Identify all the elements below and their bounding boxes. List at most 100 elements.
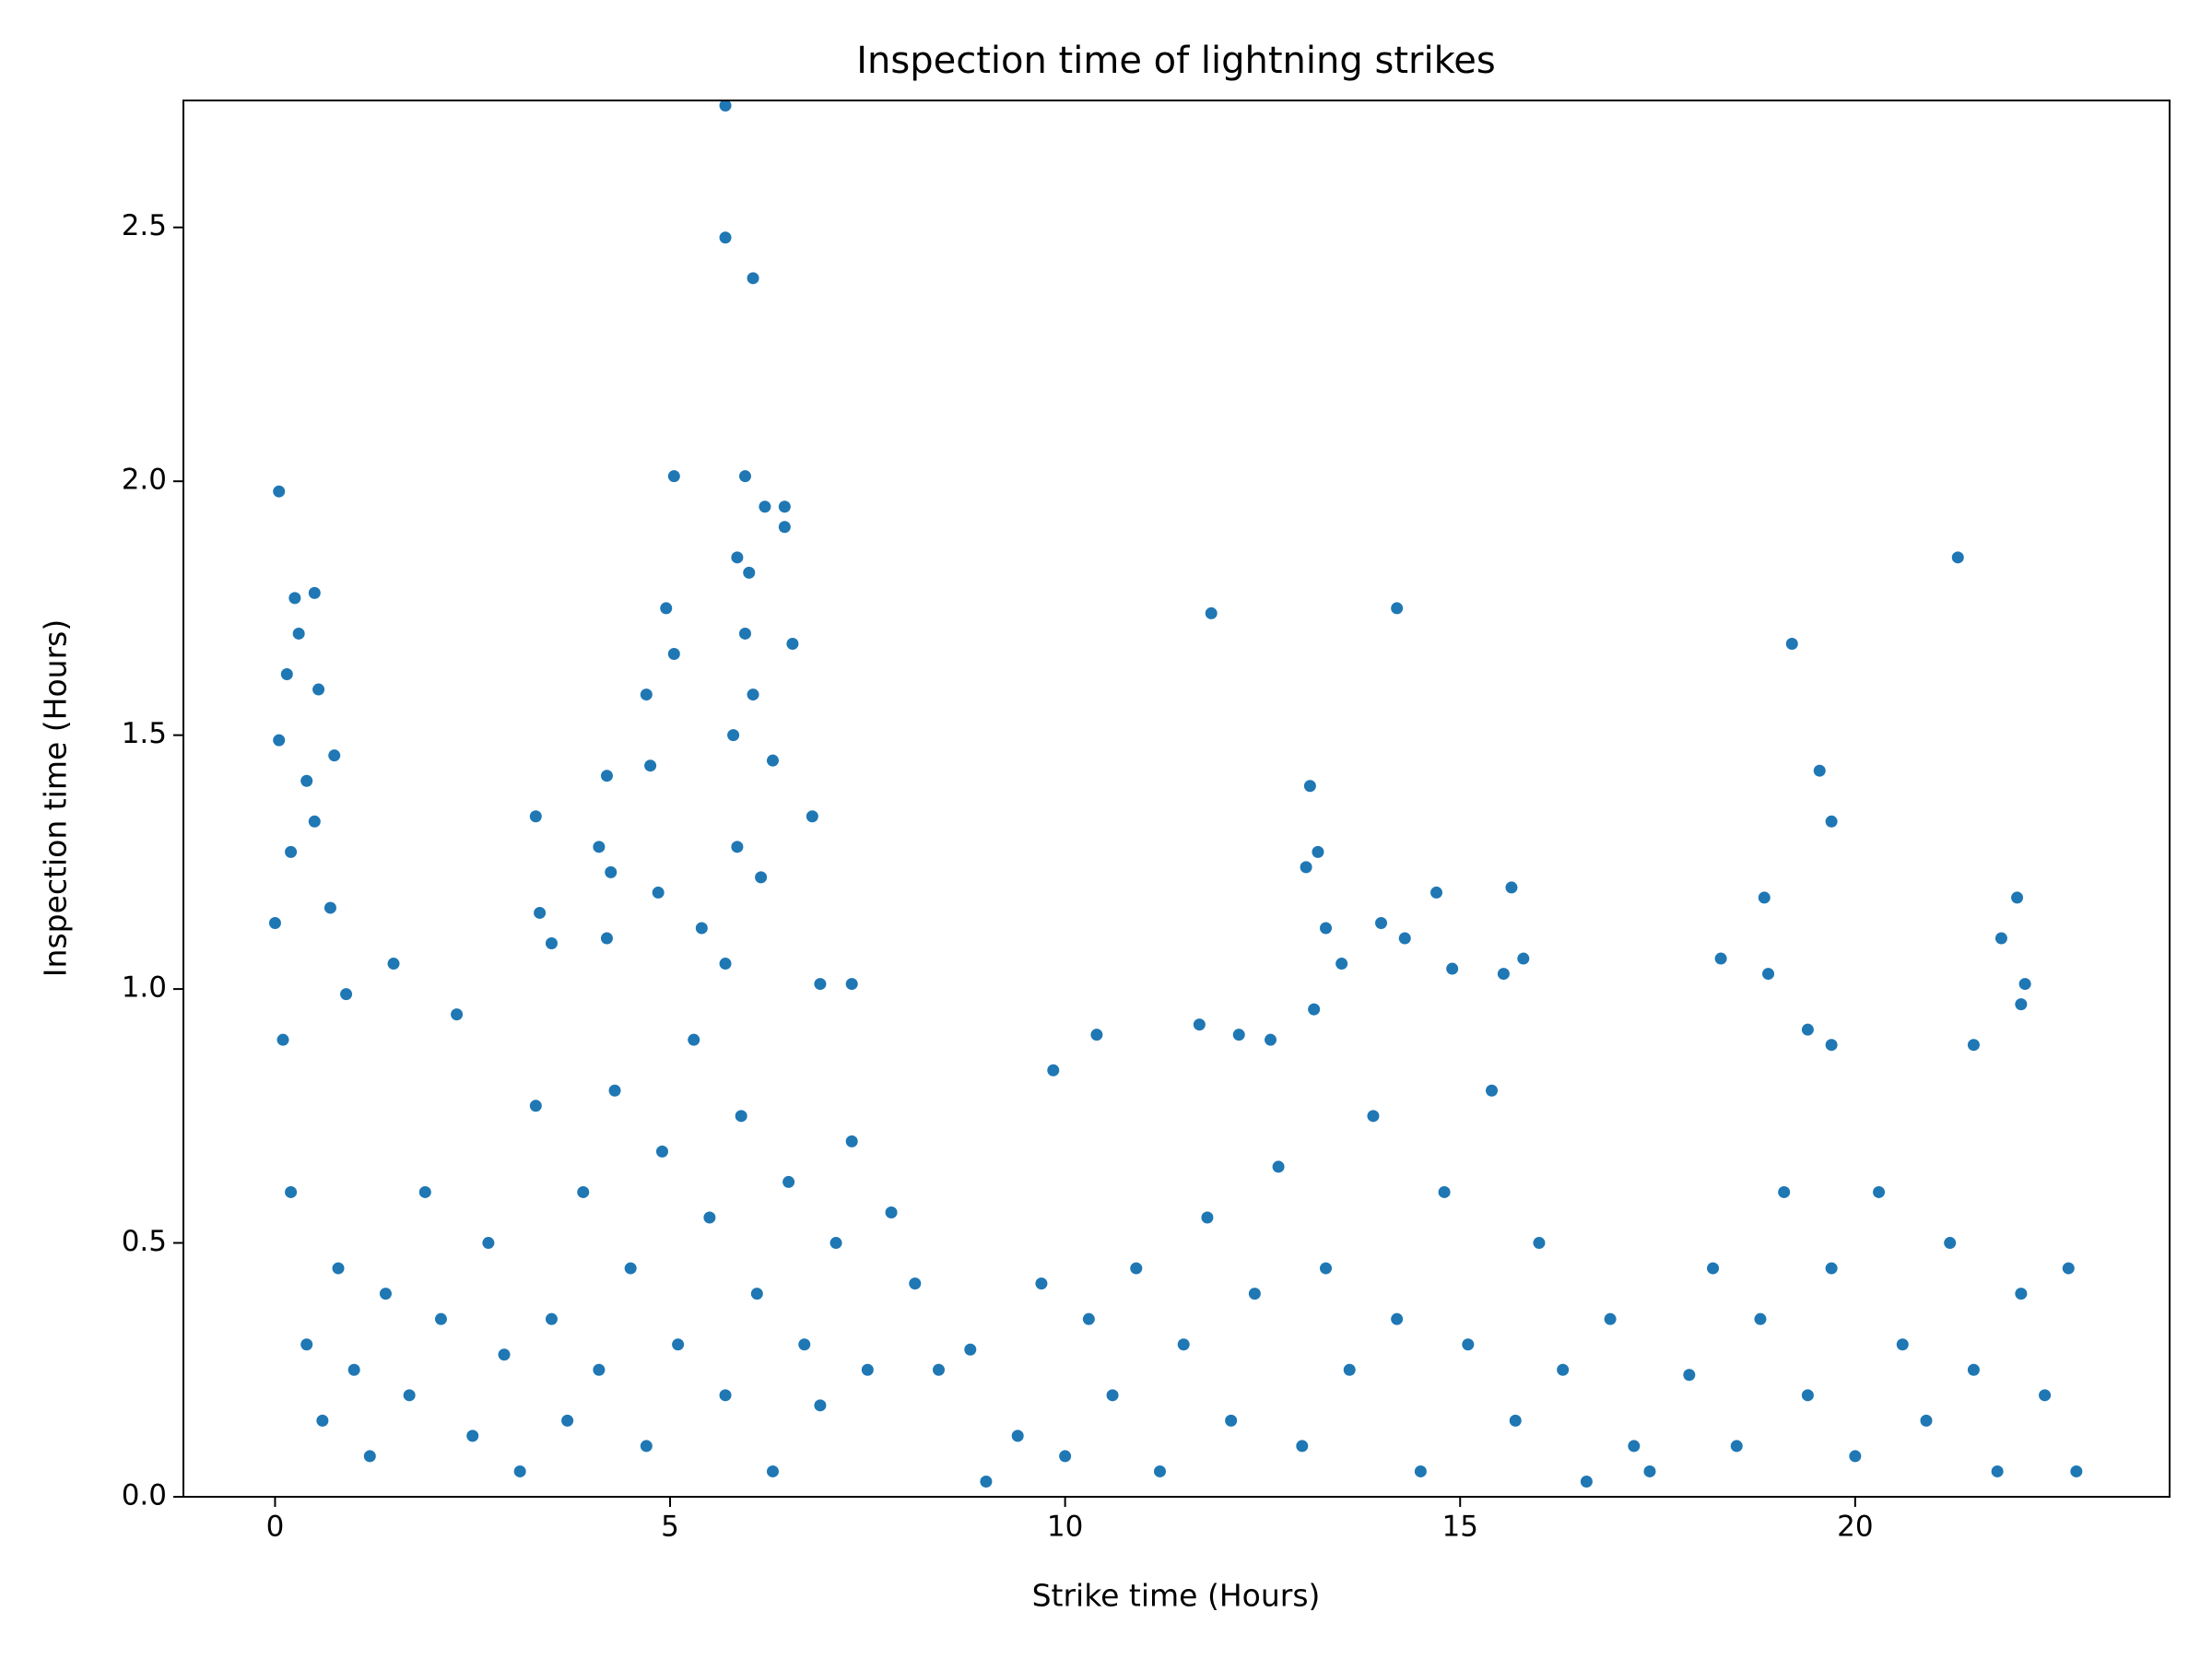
points — [268, 100, 2083, 1488]
scatter-point — [1714, 952, 1727, 965]
scatter-point — [379, 1288, 392, 1300]
scatter-point — [1308, 1003, 1321, 1016]
x-tick-label: 5 — [661, 1511, 679, 1544]
scatter-point — [316, 1414, 329, 1427]
y-tick-label: 2.0 — [122, 464, 167, 497]
chart-title: Inspection time of lightning strikes — [856, 40, 1496, 82]
scatter-point — [786, 637, 799, 650]
scatter-point — [1047, 1064, 1060, 1077]
scatter-point — [667, 470, 680, 483]
scatter-point — [1414, 1465, 1427, 1477]
scatter-point — [1505, 881, 1518, 894]
scatter-point — [1944, 1237, 1957, 1250]
scatter-point — [1754, 1312, 1767, 1325]
scatter-point — [2018, 978, 2031, 991]
scatter-point — [1391, 1312, 1404, 1325]
scatter-point — [312, 683, 325, 696]
scatter-point — [1343, 1363, 1356, 1376]
scatter-point — [1683, 1369, 1696, 1382]
scatter-point — [759, 500, 771, 513]
scatter-point — [1533, 1237, 1546, 1250]
scatter-point — [1497, 968, 1510, 981]
scatter-point — [1486, 1084, 1499, 1097]
scatter-point — [1628, 1440, 1641, 1453]
scatter-point — [814, 1399, 827, 1412]
scatter-point — [268, 916, 281, 929]
scatter-point — [640, 1440, 653, 1453]
scatter-point — [1896, 1338, 1909, 1351]
scatter-point — [529, 1100, 542, 1112]
scatter-point — [766, 1465, 779, 1477]
scatter-point — [660, 602, 673, 615]
x-tick-label: 20 — [1837, 1511, 1873, 1544]
x-tick-label: 15 — [1442, 1511, 1478, 1544]
scatter-point — [727, 729, 740, 742]
scatter-point — [513, 1465, 526, 1477]
y-tick-label: 2.5 — [122, 209, 167, 242]
scatter-point — [747, 272, 759, 285]
y-tick-label: 1.5 — [122, 717, 167, 750]
scatter-point — [418, 1185, 431, 1198]
scatter-point — [1707, 1262, 1720, 1275]
scatter-point — [1604, 1312, 1617, 1325]
scatter-point — [2015, 998, 2028, 1011]
scatter-point — [2011, 891, 2024, 904]
scatter-point — [347, 1363, 360, 1376]
scatter-point — [2062, 1262, 2075, 1275]
scatter-point — [747, 688, 759, 701]
scatter-point — [300, 1338, 313, 1351]
scatter-point — [1193, 1018, 1206, 1031]
scatter-point — [735, 1110, 747, 1123]
scatter-point — [624, 1262, 637, 1275]
scatter-point — [1320, 1262, 1333, 1275]
scatter-point — [1967, 1363, 1980, 1376]
scatter-point — [1059, 1450, 1072, 1463]
scatter-point — [719, 1389, 732, 1402]
scatter-point — [640, 688, 653, 701]
scatter-point — [280, 668, 293, 681]
scatter-point — [845, 978, 858, 991]
scatter-point — [667, 647, 680, 660]
scatter-point — [561, 1414, 574, 1427]
scatter-point — [1300, 861, 1312, 874]
scatter-point — [273, 485, 286, 498]
scatter-point — [273, 734, 286, 747]
scatter-point — [830, 1237, 842, 1250]
scatter-point — [1438, 1185, 1451, 1198]
scatter-point — [731, 841, 744, 853]
scatter-point — [1873, 1185, 1886, 1198]
scatter-point — [655, 1145, 668, 1158]
y-axis-label: Inspection time (Hours) — [38, 619, 74, 977]
scatter-point — [1130, 1262, 1143, 1275]
scatter-point — [1035, 1277, 1048, 1290]
scatter-point — [885, 1206, 898, 1218]
scatter-point — [1813, 764, 1826, 777]
scatter-point — [332, 1262, 345, 1275]
scatter-point — [363, 1450, 376, 1463]
scatter-point — [1967, 1039, 1980, 1052]
scatter-point — [324, 901, 336, 914]
scatter-point — [861, 1363, 874, 1376]
scatter-point — [731, 551, 744, 564]
y-tick-label: 0.0 — [122, 1479, 167, 1512]
scatter-point — [1801, 1389, 1814, 1402]
scatter-point — [545, 937, 558, 950]
scatter-point — [1951, 551, 1964, 564]
scatter-point — [593, 1363, 606, 1376]
scatter-point — [778, 521, 791, 534]
scatter-point — [1303, 780, 1316, 793]
scatter-point — [1446, 962, 1459, 975]
scatter-point — [1272, 1160, 1285, 1173]
scatter-point — [1398, 932, 1411, 945]
scatter-point — [909, 1277, 922, 1290]
scatter-point — [285, 1185, 298, 1198]
scatter-point — [1430, 886, 1443, 899]
scatter-point — [1557, 1363, 1570, 1376]
scatter-point — [300, 774, 313, 787]
scatter-point — [1785, 637, 1798, 650]
scatter-point — [2070, 1465, 2083, 1477]
scatter-point — [1994, 932, 2007, 945]
scatter-point — [308, 815, 321, 828]
scatter-point — [782, 1175, 795, 1188]
x-tick-label: 0 — [266, 1511, 285, 1544]
